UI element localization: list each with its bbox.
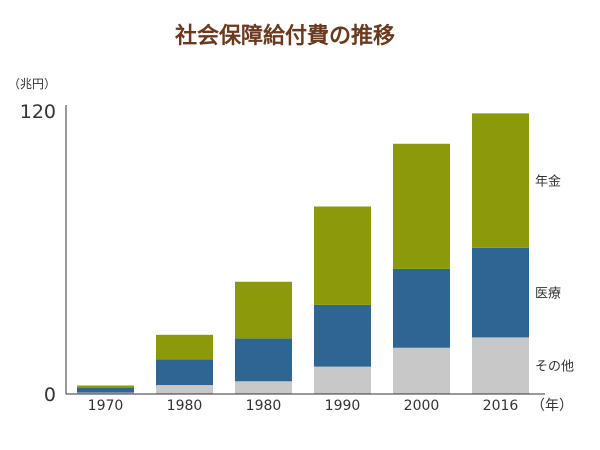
- x-axis-unit-label: （年）: [531, 398, 573, 414]
- x-tick-label-1990-3: 1990: [325, 398, 361, 414]
- bar-segment-1980-2-s2: [235, 281, 292, 339]
- bar-segment-1970-0-s2: [77, 385, 134, 388]
- series-label-0: その他: [535, 360, 574, 375]
- bar-segment-1980-1-s2: [156, 334, 213, 360]
- series-label-2: 年金: [535, 174, 561, 190]
- bar-segment-1980-2-s0: [235, 381, 292, 394]
- bar-segment-2016-5-s0: [472, 337, 529, 394]
- bars-layer: [77, 113, 529, 394]
- bar-segment-1970-0-s1: [77, 387, 134, 393]
- bar-segment-2000-4-s2: [393, 143, 450, 269]
- x-tick-label-1980-2: 1980: [246, 398, 282, 414]
- bar-segment-2016-5-s2: [472, 113, 529, 248]
- bar-segment-1990-3-s0: [314, 366, 371, 394]
- x-tick-label-2000-4: 2000: [404, 398, 440, 414]
- bar-segment-1970-0-s0: [77, 392, 134, 394]
- bar-segment-2000-4-s0: [393, 347, 450, 394]
- labels-layer: 0 120 1970 1980 1980 1990 2000 2016 その他 医療 年金: [20, 101, 574, 414]
- bar-segment-1980-1-s1: [156, 359, 213, 386]
- x-tick-label-1980-1: 1980: [167, 398, 203, 414]
- axes-layer: [65, 105, 545, 395]
- series-label-1: 医療: [535, 287, 561, 302]
- bar-segment-2000-4-s1: [393, 268, 450, 348]
- x-tick-label-2016-5: 2016: [483, 398, 519, 414]
- bar-segment-1980-1-s0: [156, 385, 213, 394]
- y-tick-label-120: 120: [20, 101, 56, 123]
- bar-segment-1990-3-s1: [314, 304, 371, 367]
- bar-segment-2016-5-s1: [472, 247, 529, 338]
- bar-segment-1980-2-s1: [235, 338, 292, 382]
- x-tick-label-1970-0: 1970: [88, 398, 124, 414]
- y-axis-unit-label: （兆円）: [8, 77, 56, 91]
- bar-segment-1990-3-s2: [314, 206, 371, 305]
- chart-title: 社会保障給付費の推移: [175, 23, 395, 49]
- y-tick-label-0: 0: [44, 384, 56, 406]
